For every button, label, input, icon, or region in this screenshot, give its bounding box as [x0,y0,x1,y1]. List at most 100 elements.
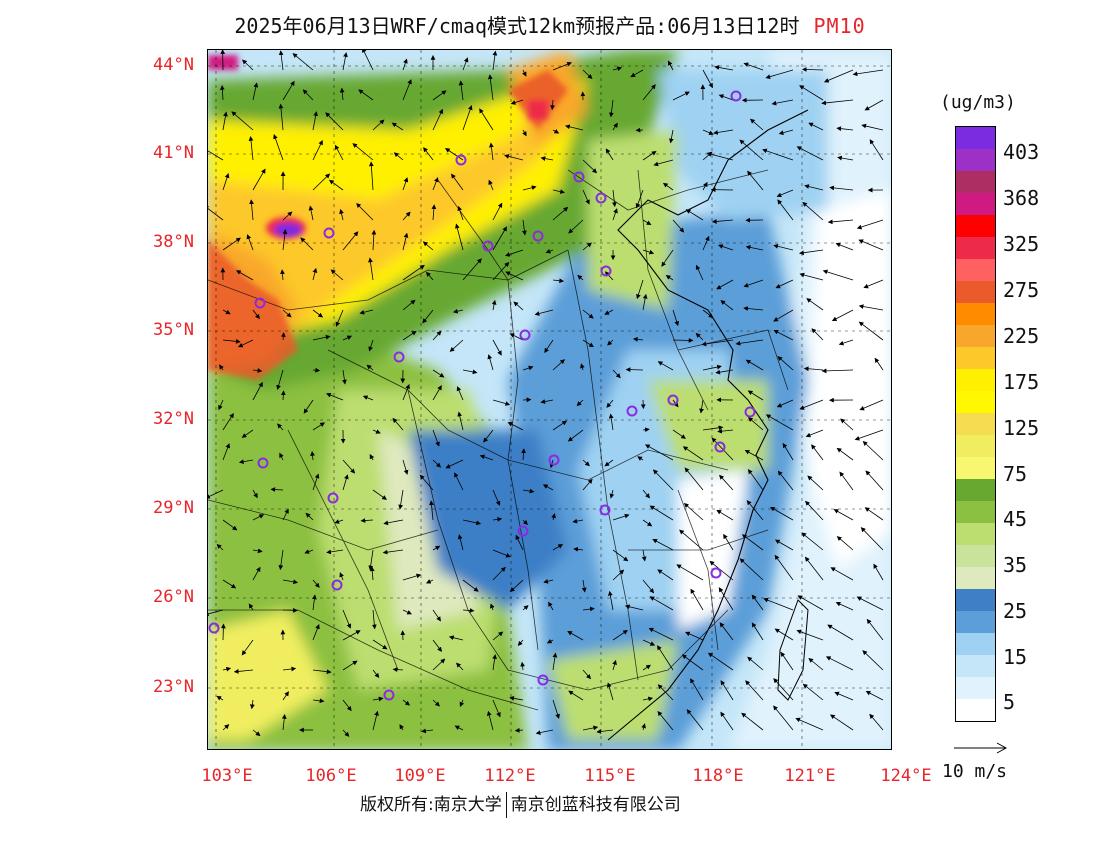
wind-arrow [856,596,884,611]
wind-arrow [391,122,404,131]
wind-arrow [544,339,554,353]
wind-arrow [686,709,704,731]
wind-arrow [774,628,794,641]
wind-arrow [642,579,655,594]
wind-arrow [282,309,292,318]
title-variable: PM10 [813,14,866,38]
wind-arrow [236,270,254,281]
wind-arrow [802,683,824,701]
wind-arrow [342,609,352,629]
wind-arrow [432,639,442,652]
wind-arrow [831,309,854,321]
wind-arrow [222,237,241,251]
colorbar-segment [956,391,995,413]
wind-arrow [545,248,554,254]
title-main: 2025年06月13日WRF/cmaq模式12km预报产品:06月13日12时 [234,14,800,38]
colorbar-label: 75 [1003,462,1028,486]
wind-arrow [449,339,464,352]
wind-arrow [763,597,794,611]
wind-arrow [607,590,614,611]
wind-arrow [711,219,734,224]
wind-arrow [312,267,318,281]
wind-arrow [642,150,657,161]
wind-arrow [462,608,475,613]
wind-arrow [711,437,734,461]
wind-arrow [604,459,614,467]
wind-arrow [454,223,464,251]
wind-arrow [743,279,764,288]
wind-arrow [679,529,704,551]
wind-arrow [222,338,241,344]
wind-arrow [483,429,494,443]
wind-arrow [372,489,387,500]
wind-arrow [308,205,314,221]
wind-arrow [773,330,794,341]
wind-arrow [372,696,384,702]
wind-arrow [702,364,722,371]
colorbar-segment [956,413,995,435]
wind-arrow [702,69,713,89]
wind-arrow [735,339,764,346]
colorbar-segment [956,325,995,347]
wind-arrow [369,453,375,461]
colorbar-segment [956,435,995,457]
wind-arrow [216,543,224,551]
wind-arrow [238,459,254,465]
wind-arrow [509,333,524,341]
wind-arrow [222,666,232,672]
wind-arrow [852,69,884,77]
wind-arrow [369,566,375,581]
wind-arrow [489,603,495,611]
wind-arrow [804,184,824,191]
wind-arrow [865,470,884,491]
colorbar-segment [956,193,995,215]
wind-arrow [662,182,674,191]
wind-arrow [492,516,503,522]
wind-arrow [667,60,674,71]
wind-arrow [642,519,653,527]
wind-arrow [859,399,884,411]
wind-arrow [459,699,465,708]
wind-arrow [635,189,644,209]
wind-arrow [312,173,331,191]
wind-arrow [252,729,261,737]
wind-arrow [521,448,526,461]
wind-arrow [552,420,568,431]
wind-arrow [462,579,479,592]
wind-arrow [280,269,285,281]
wind-arrow [648,627,674,641]
wind-arrow [432,369,445,378]
colorbar-segment [956,347,995,369]
wind-arrow [517,639,524,647]
wind-arrow [747,417,764,431]
wind-arrow [685,631,704,641]
wind-arrow [372,639,388,650]
wind-arrow [488,179,494,191]
colorbar-label: 5 [1003,690,1016,714]
wind-arrow [509,696,524,701]
wind-arrow [607,339,614,346]
wind-arrow [280,332,286,341]
wind-arrow [522,365,534,371]
wind-arrow [657,710,674,731]
wind-vectors [208,50,884,737]
wind-arrow [422,309,434,324]
colorbar-label: 45 [1003,507,1028,531]
wind-arrow [642,293,648,311]
colorbar-label: 275 [1003,278,1040,302]
wind-arrow [652,539,674,551]
wind-arrow [276,369,284,390]
wind-arrow [709,560,734,581]
wind-arrow [371,229,377,251]
lon-label-112: 112°E [484,766,536,786]
wind-arrow [462,105,473,131]
wind-arrow [372,119,385,131]
wind-arrow [231,111,254,131]
wind-arrow [222,443,231,461]
wind-arrow [612,549,629,562]
wind-arrow [765,414,794,431]
wind-arrow [862,650,884,671]
wind-arrow [649,596,674,611]
wind-arrow [432,459,442,468]
wind-arrow [649,505,674,521]
